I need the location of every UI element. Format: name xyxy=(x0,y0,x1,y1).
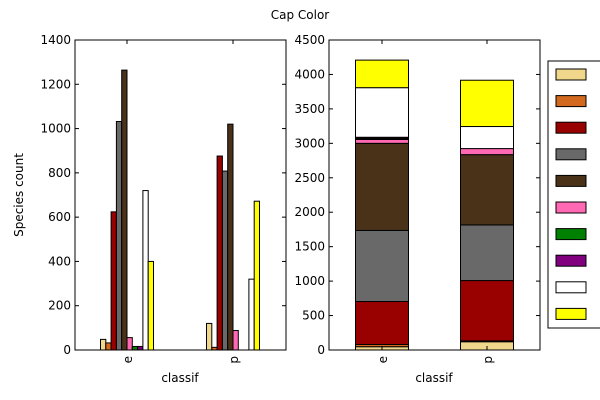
chart2-ytick-label: 3500 xyxy=(294,102,325,116)
legend-swatch-4 xyxy=(555,174,587,187)
bar-e-series-0 xyxy=(100,338,107,351)
legend-swatch-0 xyxy=(555,68,587,81)
chart2-xtick-label: e xyxy=(376,356,390,363)
stack-e-series-8 xyxy=(355,87,409,138)
figure-title: Cap Color xyxy=(271,8,330,22)
bar-p-series-5 xyxy=(232,330,239,351)
chart1-ytick-label: 800 xyxy=(48,166,71,180)
chart2-ytick-label: 2000 xyxy=(294,205,325,219)
bar-p-series-2 xyxy=(216,155,223,351)
bar-e-series-8 xyxy=(142,190,149,351)
bar-p-series-9 xyxy=(253,200,260,351)
chart1-ytick-label: 0 xyxy=(63,343,71,357)
legend xyxy=(547,60,600,329)
bar-p-series-4 xyxy=(227,123,234,351)
chart2-ytick-label: 1000 xyxy=(294,274,325,288)
bar-e-series-1 xyxy=(105,342,112,351)
bar-e-series-3 xyxy=(115,120,123,351)
chart1-ytick-label: 1000 xyxy=(40,122,71,136)
chart2-ytick-label: 500 xyxy=(302,309,325,323)
chart2-ytick-label: 0 xyxy=(317,343,325,357)
stack-e-series-5 xyxy=(355,138,409,144)
stack-e-series-9 xyxy=(355,59,409,89)
chart2-xlabel: classif xyxy=(415,371,453,385)
stack-p-series-8 xyxy=(460,126,514,150)
bar-e-series-9 xyxy=(147,260,154,351)
bar-p-series-0 xyxy=(206,322,213,351)
legend-swatch-8 xyxy=(555,281,587,294)
stack-p-series-5 xyxy=(460,148,514,156)
chart1-xtick-label: e xyxy=(121,356,135,363)
chart2-ytick-label: 3000 xyxy=(294,136,325,150)
bar-p-series-3 xyxy=(221,170,229,351)
chart1-ytick-label: 600 xyxy=(48,210,71,224)
chart1-xtick-label: p xyxy=(227,356,241,364)
stack-e-series-3 xyxy=(355,229,409,303)
chart1-ytick-label: 200 xyxy=(48,299,71,313)
chart2-ytick-label: 1500 xyxy=(294,240,325,254)
chart1-ytick-label: 1200 xyxy=(40,77,71,91)
chart2-plot-frame xyxy=(328,39,541,351)
chart1-ylabel: Species count xyxy=(12,153,26,237)
stack-p-series-4 xyxy=(460,154,514,226)
chart1-xlabel: classif xyxy=(161,371,199,385)
stack-p-series-9 xyxy=(460,79,514,128)
legend-swatch-1 xyxy=(555,95,587,108)
bar-e-series-6 xyxy=(131,345,139,351)
bar-e-series-4 xyxy=(121,69,128,351)
stack-e-series-4 xyxy=(355,142,409,231)
legend-swatch-6 xyxy=(555,228,587,241)
stack-p-series-2 xyxy=(460,280,514,342)
stack-e-series-2 xyxy=(355,301,409,345)
bar-e-series-2 xyxy=(110,211,117,351)
chart2-ytick-label: 4000 xyxy=(294,67,325,81)
bar-e-series-7 xyxy=(137,345,144,351)
chart2-ytick-label: 2500 xyxy=(294,171,325,185)
legend-swatch-2 xyxy=(555,121,587,134)
chart2-ytick-label: 4500 xyxy=(294,33,325,47)
bar-e-series-5 xyxy=(126,337,133,351)
chart2-xtick-label: p xyxy=(481,356,495,364)
chart1-ytick-label: 400 xyxy=(48,254,71,268)
chart1-ytick-label: 1400 xyxy=(40,33,71,47)
grouped-bar-chart: Species count classif 0 200 400 600 800 1000 1… xyxy=(12,33,287,385)
chart1-plot-frame xyxy=(74,39,287,351)
stacked-bar-chart: classif 0 500 1000 1500 2000 2500 3000 3500 4000… xyxy=(294,33,541,385)
legend-swatch-7 xyxy=(555,254,587,267)
legend-swatch-3 xyxy=(555,148,587,161)
bar-p-series-8 xyxy=(248,278,255,351)
legend-swatch-5 xyxy=(555,201,587,214)
legend-swatch-9 xyxy=(555,307,587,320)
stack-p-series-3 xyxy=(460,224,514,282)
